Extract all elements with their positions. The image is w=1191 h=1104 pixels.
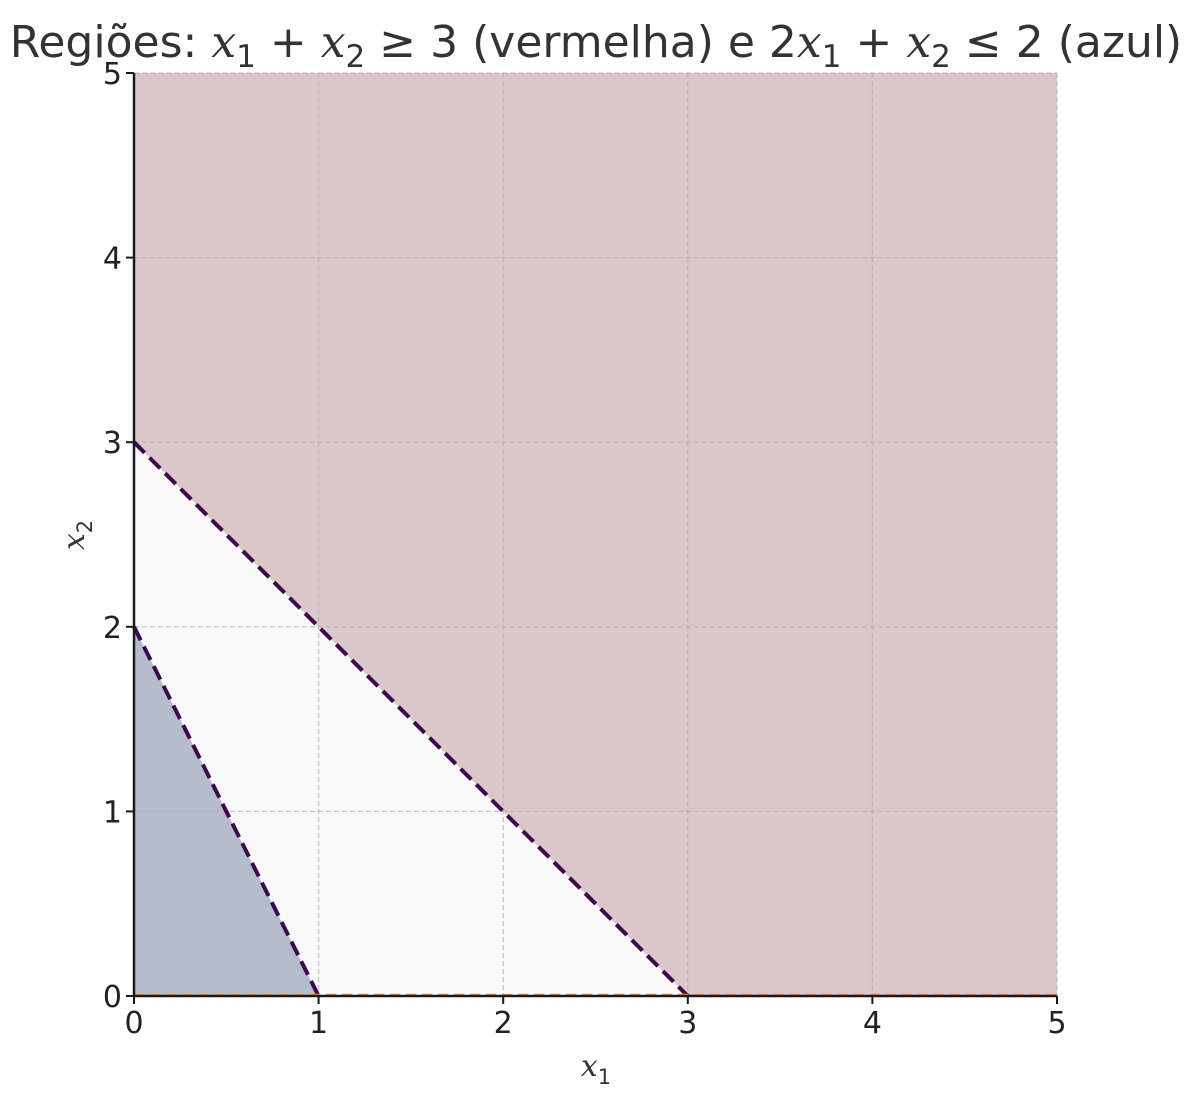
region-red xyxy=(134,73,1057,996)
x-axis-label-sub: 1 xyxy=(598,1065,611,1089)
y-tick-label: 0 xyxy=(103,980,122,1015)
y-tick-label: 2 xyxy=(103,611,122,646)
x-tick-label: 5 xyxy=(1047,1006,1066,1041)
title-math-var: x xyxy=(211,17,236,68)
title-math-coef: 2 xyxy=(769,17,797,68)
title-math-sub: 2 xyxy=(346,39,366,75)
boundary-line-1 xyxy=(132,440,690,998)
title-math-var: x xyxy=(906,17,931,68)
x-axis-label-var: x xyxy=(581,1049,598,1084)
title-math-sub: 2 xyxy=(931,39,951,75)
x-axis-label: x1 xyxy=(581,1049,611,1089)
title-math-var: x xyxy=(321,17,346,68)
title-math-sub: 1 xyxy=(236,39,256,75)
title-math-op: + xyxy=(841,17,906,68)
x-tick-label: 2 xyxy=(494,1006,513,1041)
title-math-rel: ≥ 3 xyxy=(365,17,458,68)
x-tick-label: 1 xyxy=(309,1006,328,1041)
y-tick-label: 1 xyxy=(103,795,122,830)
y-tick-label: 5 xyxy=(103,57,122,92)
title-prefix: Regiões: xyxy=(10,17,212,68)
y-axis-label-var: x xyxy=(57,533,92,550)
title-math-sub: 1 xyxy=(822,39,842,75)
y-axis-label: x2 xyxy=(57,520,97,550)
x-tick-label: 4 xyxy=(863,1006,882,1041)
chart-title: Regiões: x1 + x2 ≥ 3 (vermelha) e 2x1 + … xyxy=(10,17,1182,75)
y-tick-label: 4 xyxy=(103,242,122,277)
title-math-rel: ≤ 2 xyxy=(951,17,1044,68)
y-tick-label: 3 xyxy=(103,426,122,461)
title-desc: (azul) xyxy=(1044,17,1183,68)
title-desc: (vermelha) e xyxy=(458,17,769,68)
title-math-var: x xyxy=(797,17,822,68)
y-axis-label-sub: 2 xyxy=(73,520,97,533)
x-tick-label: 0 xyxy=(124,1006,143,1041)
title-math-op: + xyxy=(256,17,321,68)
x-tick-label: 3 xyxy=(678,1006,697,1041)
boundary-line-2 xyxy=(132,625,321,997)
